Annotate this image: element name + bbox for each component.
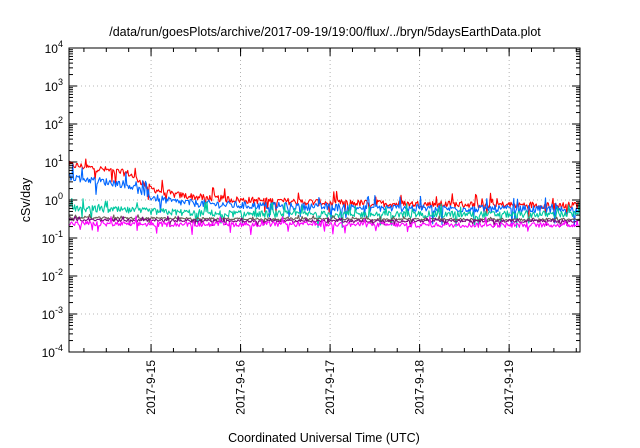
series-line-5 (68, 215, 581, 228)
x-tick-labels: 2017-9-15 2017-9-16 2017-9-17 2017-9-18 2017… (144, 360, 516, 415)
y-tick-label: 10-1 (42, 229, 63, 246)
series-line-4 (69, 213, 581, 225)
series-line-2 (68, 163, 581, 226)
y-axis-label: cSv/day (19, 177, 33, 222)
y-tick-label: 10-3 (42, 305, 63, 322)
y-tick-label: 102 (45, 115, 63, 132)
y-tick-label: 10-2 (42, 267, 63, 284)
x-tick-label: 2017-9-17 (323, 360, 337, 415)
y-tick-label: 101 (45, 153, 63, 170)
chart-title: /data/run/goesPlots/archive/2017-09-19/1… (109, 25, 541, 39)
x-tick-label: 2017-9-16 (234, 360, 248, 415)
tick-marks (69, 47, 580, 353)
y-tick-label: 104 (45, 39, 63, 56)
series-layer (68, 158, 581, 236)
x-tick-label: 2017-9-18 (413, 360, 427, 415)
y-tick-label: 103 (45, 77, 63, 94)
x-tick-label: 2017-9-15 (144, 360, 158, 415)
y-tick-label: 10-4 (42, 343, 63, 360)
series-line-6 (68, 215, 581, 236)
x-tick-label: 2017-9-19 (502, 360, 516, 415)
grid (69, 48, 580, 352)
x-axis-label: Coordinated Universal Time (UTC) (228, 431, 420, 445)
y-tick-labels: 10-4 10-3 10-2 10-1 100 101 102 103 104 (42, 39, 63, 360)
y-tick-label: 100 (45, 191, 63, 208)
series-line-3 (68, 198, 581, 229)
